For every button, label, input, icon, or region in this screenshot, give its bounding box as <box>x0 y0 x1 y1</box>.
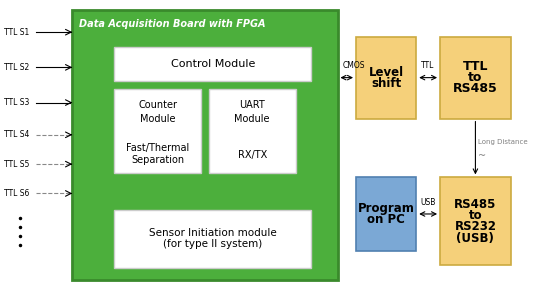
FancyBboxPatch shape <box>114 89 201 173</box>
Text: TTL: TTL <box>421 61 435 70</box>
Text: TTL: TTL <box>462 60 488 73</box>
Text: TTL S4: TTL S4 <box>4 130 30 139</box>
Text: USB: USB <box>420 198 436 207</box>
Text: TTL S1: TTL S1 <box>4 28 29 37</box>
Text: CMOS: CMOS <box>343 61 365 70</box>
Text: RS485: RS485 <box>453 82 498 95</box>
FancyBboxPatch shape <box>356 37 416 119</box>
Text: RX/TX: RX/TX <box>238 150 267 160</box>
Text: Level: Level <box>369 65 404 78</box>
Text: Module: Module <box>140 114 175 124</box>
Text: (for type II system): (for type II system) <box>163 239 262 250</box>
Text: TTL S3: TTL S3 <box>4 98 30 107</box>
Text: Separation: Separation <box>131 155 184 165</box>
Text: TTL S2: TTL S2 <box>4 63 29 72</box>
Text: Sensor Initiation module: Sensor Initiation module <box>149 228 277 238</box>
Text: TTL S6: TTL S6 <box>4 189 30 198</box>
FancyBboxPatch shape <box>114 47 312 81</box>
Text: shift: shift <box>371 77 401 90</box>
Text: Module: Module <box>234 114 270 124</box>
Text: to: to <box>468 71 482 84</box>
Text: RS232: RS232 <box>454 221 496 233</box>
Text: Program: Program <box>358 202 414 215</box>
FancyBboxPatch shape <box>209 89 295 173</box>
Text: ~: ~ <box>478 151 486 161</box>
Text: UART: UART <box>239 100 265 110</box>
Text: Control Module: Control Module <box>171 59 255 69</box>
Text: Fast/Thermal: Fast/Thermal <box>126 143 189 153</box>
Text: Long Distance: Long Distance <box>478 139 528 145</box>
Text: TTL S5: TTL S5 <box>4 160 30 169</box>
Text: Counter: Counter <box>138 100 177 110</box>
FancyBboxPatch shape <box>72 10 337 280</box>
FancyBboxPatch shape <box>440 37 511 119</box>
Text: Data Acquisition Board with FPGA: Data Acquisition Board with FPGA <box>79 19 265 29</box>
Text: to: to <box>468 209 482 222</box>
FancyBboxPatch shape <box>114 210 312 268</box>
FancyBboxPatch shape <box>440 177 511 265</box>
Text: on PC: on PC <box>367 213 405 226</box>
FancyBboxPatch shape <box>356 177 416 251</box>
Text: (USB): (USB) <box>457 231 494 244</box>
Text: RS485: RS485 <box>454 198 496 211</box>
